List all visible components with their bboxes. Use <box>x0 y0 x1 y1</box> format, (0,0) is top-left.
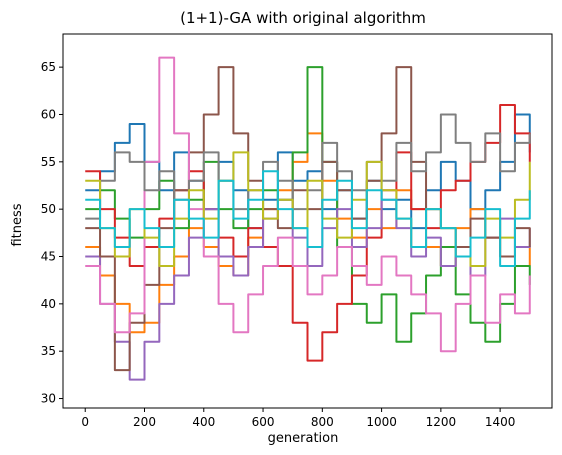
series-line-4 <box>85 104 531 362</box>
x-axis-ticks: 0 200 400 600 800 1000 1200 1400 <box>81 408 515 429</box>
x-axis-label: generation <box>268 431 339 446</box>
x-tick-label: 800 <box>311 415 334 429</box>
y-tick-label: 65 <box>41 60 56 74</box>
plot-area <box>85 56 531 381</box>
y-tick-label: 30 <box>41 392 56 406</box>
x-tick-label: 400 <box>192 415 215 429</box>
y-tick-label: 55 <box>41 155 56 169</box>
y-tick-label: 60 <box>41 107 56 121</box>
axes-frame <box>62 33 553 409</box>
y-tick-label: 40 <box>41 297 56 311</box>
x-tick-label: 200 <box>133 415 156 429</box>
x-tick-label: 600 <box>252 415 275 429</box>
y-tick-label: 35 <box>41 344 56 358</box>
y-tick-label: 45 <box>41 250 56 264</box>
chart-title: (1+1)-GA with original algorithm <box>180 9 426 27</box>
x-tick-label: 1000 <box>366 415 397 429</box>
x-tick-label: 1200 <box>426 415 457 429</box>
series-line-10 <box>85 170 531 267</box>
y-tick-label: 50 <box>41 202 56 216</box>
series-line-7 <box>85 56 531 353</box>
y-axis-label: fitness <box>10 203 25 246</box>
x-tick-label: 1400 <box>485 415 516 429</box>
y-axis-ticks: 30 35 40 45 50 55 60 65 <box>41 60 63 406</box>
x-tick-label: 0 <box>81 415 89 429</box>
